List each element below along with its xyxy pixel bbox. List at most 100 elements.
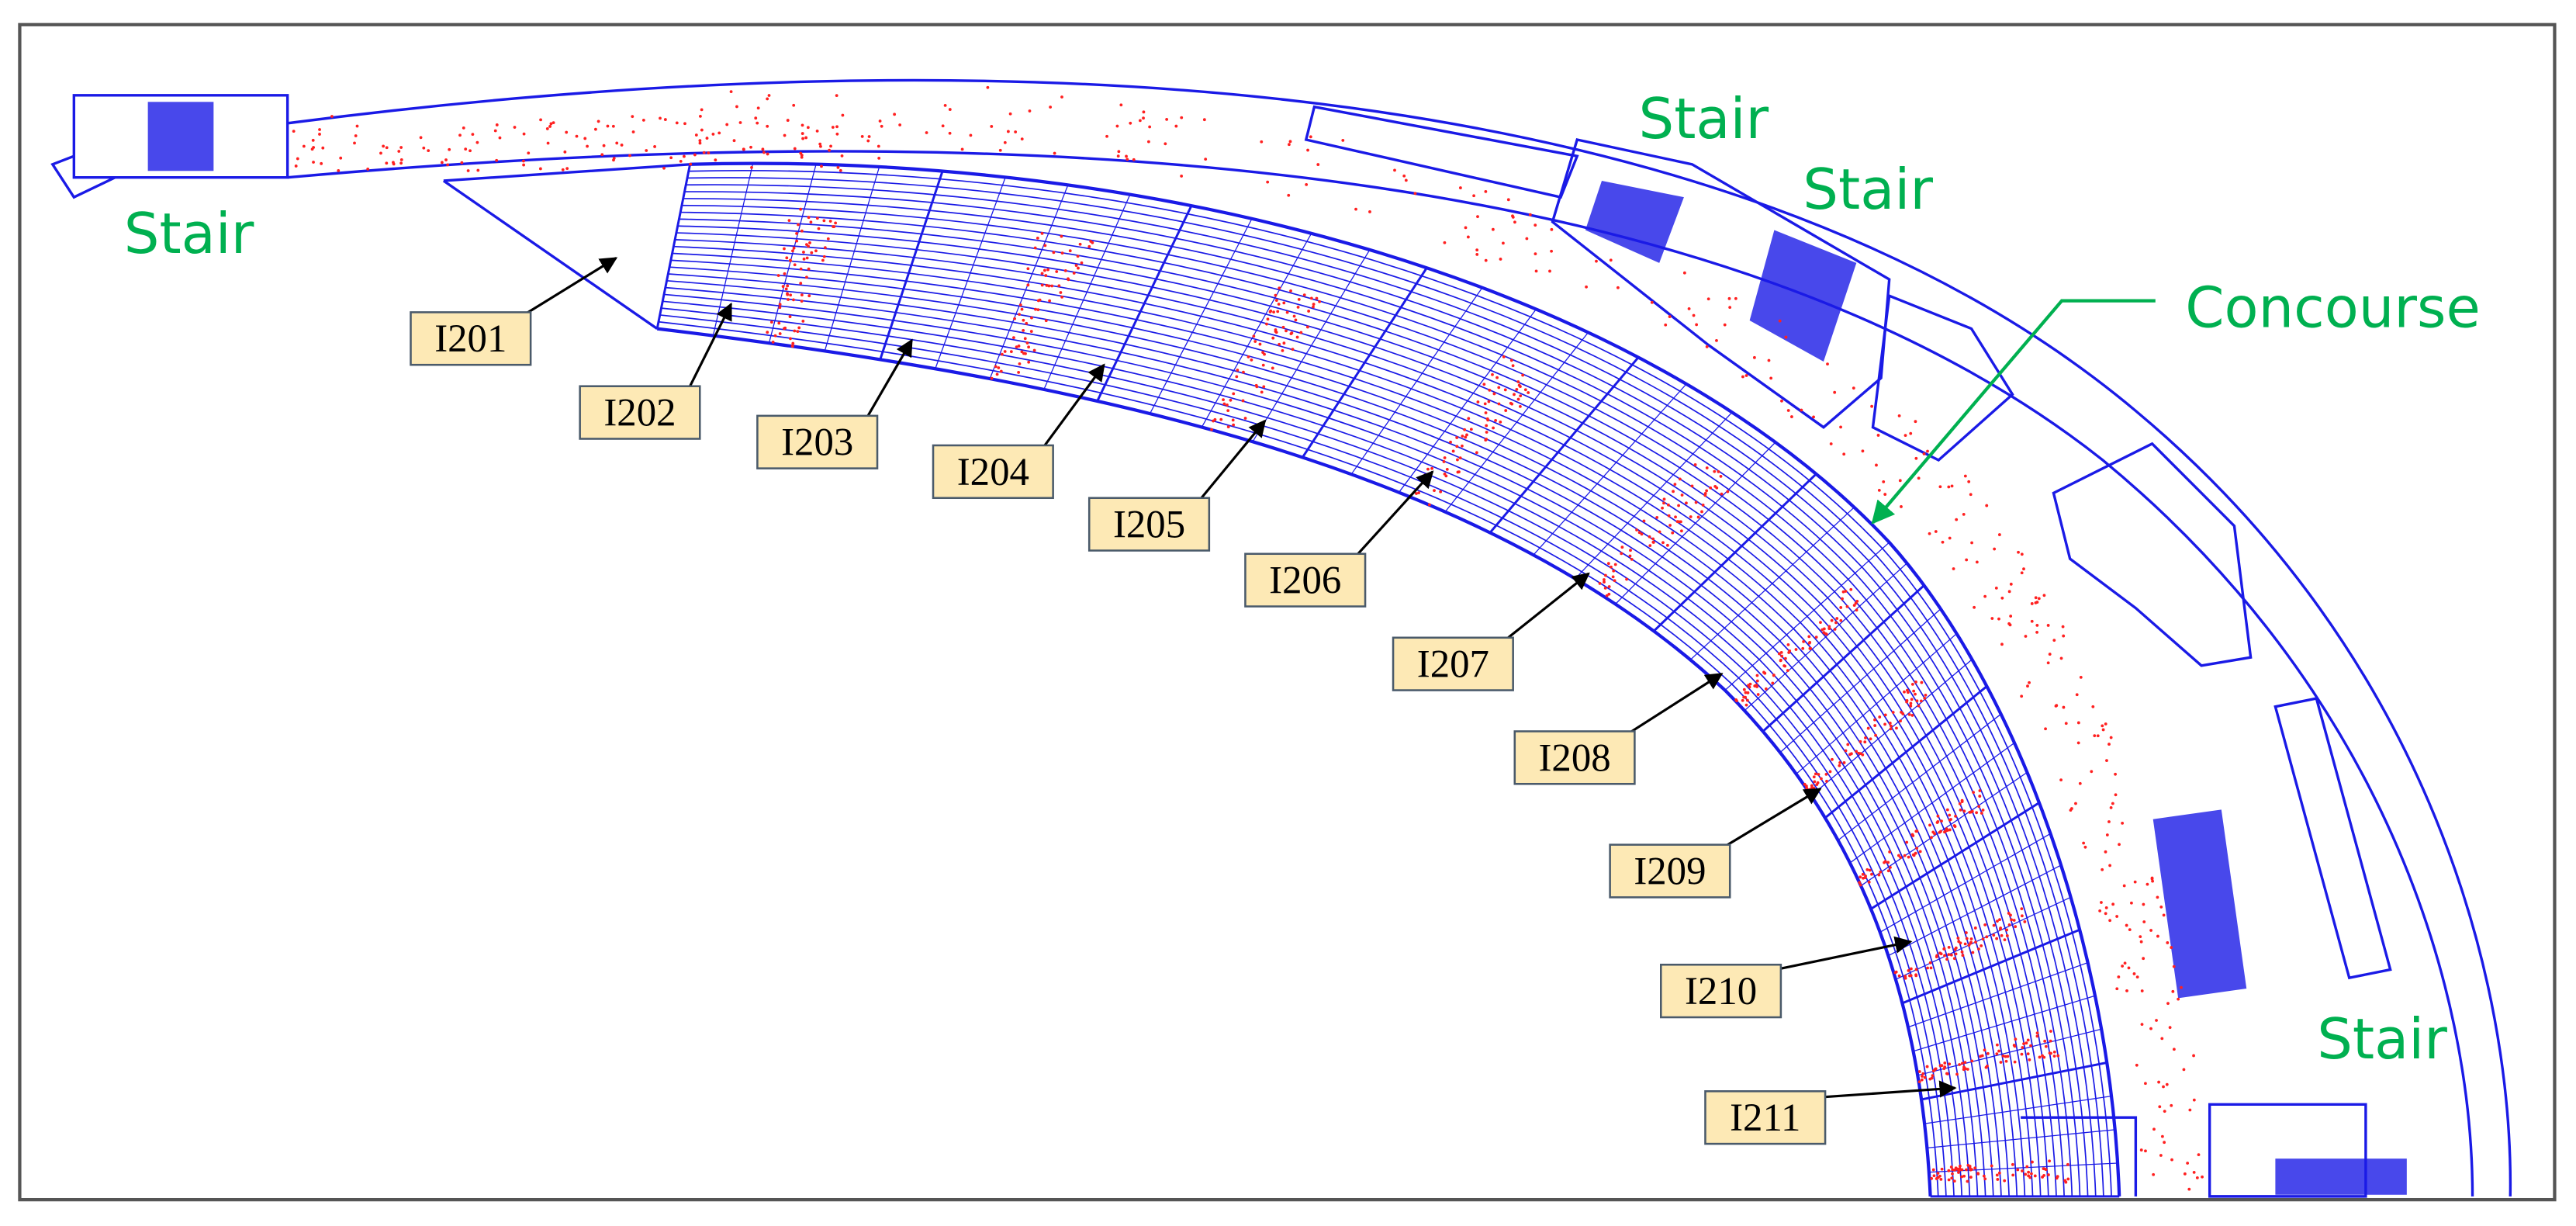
occupant: [2158, 1105, 2162, 1109]
occupant: [1983, 923, 1987, 926]
occupant: [1974, 940, 1977, 944]
stair-label: Stair: [1639, 86, 1769, 151]
occupant: [1824, 772, 1828, 776]
occupant: [1888, 850, 1892, 854]
occupant: [2171, 989, 2175, 993]
occupant: [1807, 635, 1811, 639]
occupant: [1693, 463, 1697, 466]
occupant: [1511, 364, 1515, 368]
occupant: [1665, 543, 1669, 547]
occupant: [1879, 870, 1883, 874]
occupant: [1226, 409, 1230, 413]
occupant: [783, 247, 786, 251]
occupant: [2042, 1173, 2046, 1177]
occupant: [880, 124, 883, 128]
occupant: [1527, 391, 1530, 394]
occupant: [1116, 154, 1120, 158]
occupant: [1960, 798, 1964, 802]
occupant: [1295, 335, 1299, 339]
occupant: [783, 272, 787, 275]
occupant: [1689, 515, 1693, 518]
occupant: [1886, 861, 1890, 864]
occupant: [1915, 847, 1919, 850]
occupant: [1865, 868, 1869, 871]
occupant: [1720, 492, 1724, 496]
occupant: [2066, 1177, 2070, 1181]
occupant: [1985, 504, 1989, 507]
occupant: [1953, 1168, 1956, 1172]
occupant: [1458, 456, 1462, 460]
occupant: [1309, 135, 1312, 139]
occupant: [1516, 380, 1520, 383]
occupant: [2117, 975, 2121, 978]
occupant: [700, 108, 704, 112]
occupant: [1700, 510, 1703, 514]
occupant: [2118, 843, 2121, 847]
occupant: [1977, 805, 1981, 809]
occupant: [1746, 691, 1750, 694]
occupant: [427, 149, 430, 153]
occupant: [2007, 590, 2011, 594]
occupant: [1949, 818, 1952, 821]
seat-row: [675, 239, 2034, 1197]
occupant: [1920, 681, 1924, 684]
occupant: [800, 229, 804, 233]
seat-divider: [1149, 218, 1253, 414]
occupant: [1484, 258, 1488, 262]
occupant: [1603, 578, 1606, 581]
occupant: [583, 137, 587, 140]
stair-label: Stair: [2317, 1006, 2447, 1072]
label-box: [1087, 497, 1211, 552]
occupant: [366, 168, 370, 171]
occupant: [783, 327, 786, 331]
occupant: [1845, 604, 1849, 608]
occupant: [1911, 834, 1915, 837]
occupant: [1213, 417, 1217, 421]
occupant: [1449, 440, 1452, 444]
occupant: [2004, 1055, 2007, 1058]
occupant: [1469, 428, 1473, 431]
occupant: [1009, 350, 1013, 354]
seat-divider: [1653, 473, 1817, 632]
occupant: [1834, 621, 1838, 625]
seat-row: [673, 245, 2026, 1197]
occupant: [786, 119, 790, 122]
occupant: [2022, 567, 2025, 571]
occupant: [1690, 484, 1694, 488]
occupant: [1909, 704, 1913, 708]
occupant: [1966, 1068, 1969, 1071]
occupant: [1830, 618, 1834, 622]
occupant: [1668, 524, 1672, 527]
occupant: [1981, 937, 1985, 941]
occupant: [1294, 318, 1298, 322]
seat-divider: [1350, 287, 1483, 475]
occupant: [565, 167, 569, 171]
occupant: [1980, 1054, 1984, 1058]
occupant: [1883, 713, 1887, 717]
occupant: [1780, 399, 1783, 403]
occupant: [1050, 284, 1054, 288]
occupant: [2127, 966, 2131, 970]
occupant: [1783, 656, 1787, 660]
occupant: [2003, 938, 2007, 942]
occupant: [893, 113, 897, 116]
occupant: [2052, 639, 2056, 642]
occupant: [2186, 1162, 2190, 1165]
occupant: [769, 320, 773, 324]
occupant: [2150, 876, 2154, 880]
seat-divider: [1860, 771, 2028, 887]
label-arrow: [1620, 673, 1724, 739]
occupant: [1312, 303, 1316, 306]
occupant: [948, 131, 952, 135]
occupant: [1027, 360, 1031, 364]
occupant: [1272, 310, 1275, 314]
occupant: [1413, 192, 1417, 196]
occupant: [1938, 1064, 1942, 1068]
occupant: [2024, 1041, 2028, 1045]
label-arrow: [1039, 363, 1105, 453]
occupant: [1288, 140, 1292, 144]
occupant: [1951, 1168, 1955, 1172]
occupant: [448, 147, 451, 151]
occupant: [1950, 484, 1954, 488]
occupant: [1491, 372, 1494, 376]
